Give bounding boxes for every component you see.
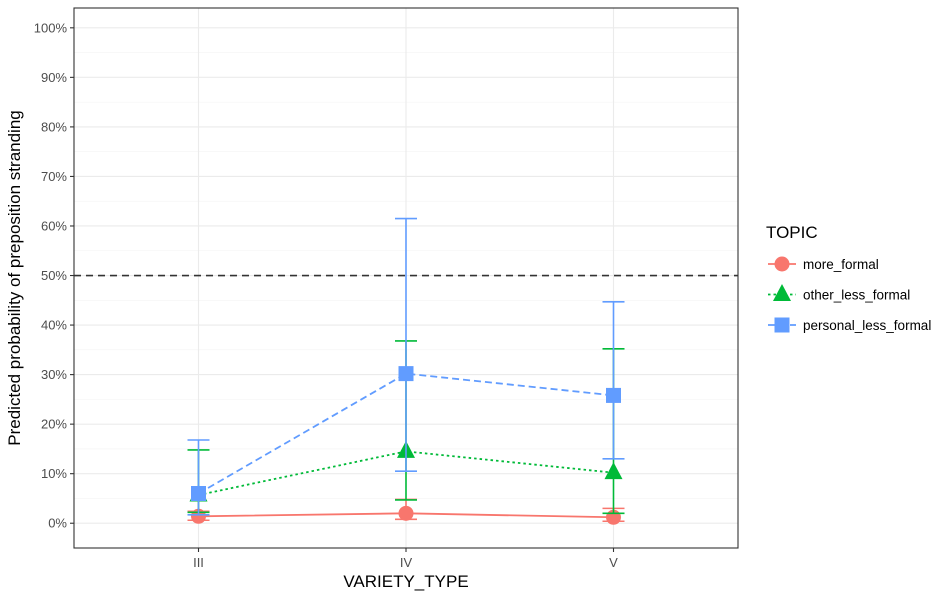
y-tick-label: 100%	[34, 20, 68, 35]
y-tick-label: 10%	[41, 466, 67, 481]
data-point	[398, 505, 414, 521]
x-tick-label: V	[609, 555, 618, 570]
y-axis-title: Predicted probability of preposition str…	[5, 110, 24, 445]
legend-label: other_less_formal	[803, 288, 910, 303]
series-personal-less-formal	[187, 217, 625, 516]
legend-item-personal-less-formal: personal_less_formal	[768, 317, 931, 333]
y-tick-label: 70%	[41, 169, 67, 184]
legend-key-marker	[774, 256, 790, 272]
legend-item-more-formal: more_formal	[768, 256, 879, 272]
legend-label: personal_less_formal	[803, 318, 931, 333]
y-tick-label: 50%	[41, 268, 67, 283]
legend-key-marker	[774, 317, 790, 333]
y-tick-label: 40%	[41, 318, 67, 333]
series-line	[198, 372, 614, 495]
legend-label: more_formal	[803, 257, 879, 272]
x-axis-title: VARIETY_TYPE	[343, 572, 468, 591]
legend: TOPIC more_formal other_less_formalperson…	[766, 223, 931, 333]
data-point	[606, 387, 621, 403]
x-tick-label: IV	[400, 555, 413, 570]
series-layer	[187, 217, 625, 525]
legend-title: TOPIC	[766, 223, 818, 242]
y-tick-label: 30%	[41, 367, 67, 382]
data-point	[604, 462, 623, 480]
axes: 0% 10% 20% 30% 40% 50% 60% 70% 80% 90% 100% III IV V	[34, 20, 618, 570]
y-tick-label: 90%	[41, 70, 67, 85]
legend-key-marker	[773, 283, 791, 301]
y-tick-label: 20%	[41, 417, 67, 432]
legend-item-other-less-formal: other_less_formal	[768, 283, 910, 303]
y-tick-label: 0%	[48, 516, 67, 531]
data-point	[191, 486, 206, 502]
series-more-formal	[187, 498, 625, 525]
y-tick-label: 80%	[41, 119, 67, 134]
data-point	[398, 366, 414, 382]
x-tick-label: III	[193, 555, 204, 570]
y-tick-label: 60%	[41, 218, 67, 233]
